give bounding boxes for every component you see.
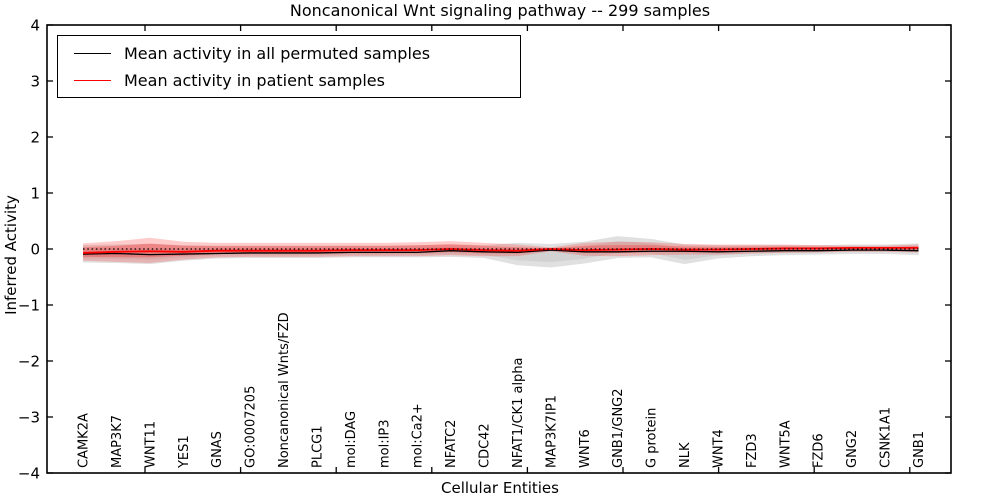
- y-tick-label: −3: [18, 409, 40, 427]
- patient-line-swatch: [74, 80, 111, 81]
- x-category-label: GNB1: [912, 431, 927, 468]
- x-axis-title: Cellular Entities: [441, 479, 559, 497]
- y-axis-title: Inferred Activity: [2, 195, 20, 315]
- x-category-label: WNT11: [143, 421, 158, 468]
- permuted-mean-line: [82, 249, 919, 256]
- x-category-label: mol:Ca2+: [411, 403, 426, 468]
- patient-mean-line: [82, 246, 919, 254]
- x-category-label: MAP3K7: [110, 415, 125, 468]
- y-tick-label: 3: [30, 73, 40, 91]
- y-tick-label: 4: [30, 17, 40, 35]
- permuted-line-swatch: [74, 53, 111, 54]
- x-category-label: WNT4: [711, 429, 726, 468]
- y-tick-label: 1: [30, 185, 40, 203]
- x-category-label: WNT5A: [778, 420, 793, 468]
- x-category-label: CAMK2A: [77, 413, 92, 468]
- x-category-label: mol:IP3: [377, 419, 392, 468]
- x-category-label: CSNK1A1: [879, 407, 894, 468]
- x-category-label: CDC42: [478, 423, 493, 468]
- x-category-label: GO:0007205: [244, 386, 259, 468]
- x-category-label: NLK: [678, 442, 693, 468]
- legend-label: Mean activity in all permuted samples: [124, 44, 431, 63]
- x-category-label: GNAS: [210, 431, 225, 468]
- x-category-label: WNT6: [578, 429, 593, 468]
- x-category-label: GNG2: [845, 430, 860, 468]
- y-tick-label: −1: [18, 297, 40, 315]
- x-category-label: FZD3: [745, 433, 760, 468]
- legend-label: Mean activity in patient samples: [124, 71, 385, 90]
- x-category-label: G protein: [645, 408, 660, 468]
- x-category-label: MAP3K7IP1: [544, 395, 559, 468]
- y-tick-label: −4: [18, 465, 40, 483]
- x-category-label: NFAT1/CK1 alpha: [511, 357, 526, 468]
- x-category-label: NFATC2: [444, 420, 459, 468]
- x-category-label: FZD6: [812, 433, 827, 468]
- chart-title: Noncanonical Wnt signaling pathway -- 29…: [289, 1, 711, 20]
- x-category-label: GNB1/GNG2: [611, 388, 626, 468]
- y-tick-label: 0: [30, 241, 40, 259]
- legend-entry-patient: Mean activity in patient samples: [58, 67, 520, 94]
- x-category-label: mol:DAG: [344, 411, 359, 468]
- y-tick-label: 2: [30, 129, 40, 147]
- y-tick-label: −2: [18, 353, 40, 371]
- x-category-label: PLCG1: [310, 425, 325, 468]
- x-category-label: Noncanonical Wnts/FZD: [277, 312, 292, 468]
- legend: Mean activity in all permuted samples Me…: [57, 35, 521, 98]
- x-category-label: YES1: [177, 435, 192, 469]
- legend-entry-permuted: Mean activity in all permuted samples: [58, 40, 520, 67]
